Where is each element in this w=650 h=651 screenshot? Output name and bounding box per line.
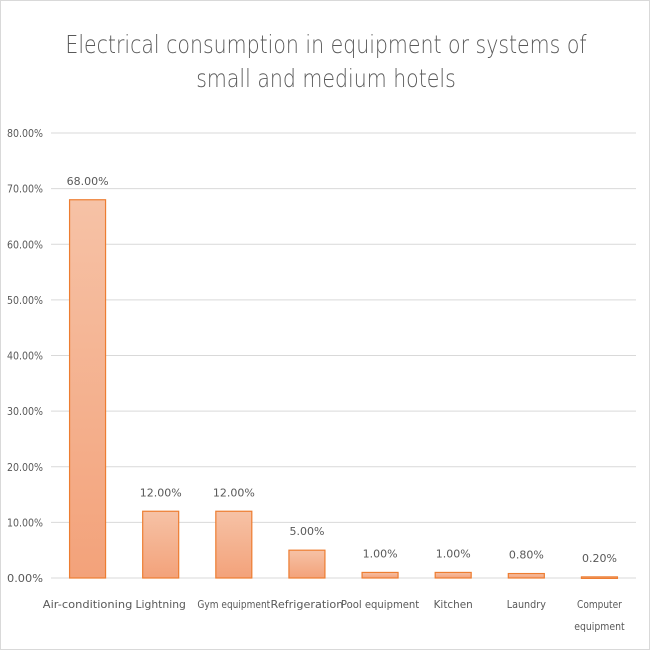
y-tick-label: 20.00% bbox=[7, 462, 43, 474]
chart-title: Electrical consumption in equipment or s… bbox=[60, 28, 593, 96]
bar-refrigeration bbox=[288, 549, 326, 579]
x-tick-label: Laundry bbox=[507, 598, 547, 611]
bar-kitchen bbox=[434, 571, 472, 579]
y-tick-label: 30.00% bbox=[7, 406, 43, 418]
y-tick-label: 60.00% bbox=[7, 239, 43, 251]
bar-laundry bbox=[507, 572, 545, 579]
y-tick-label: 70.00% bbox=[7, 184, 43, 196]
x-tick-label: equipment bbox=[574, 620, 625, 633]
bar-lightning bbox=[142, 510, 180, 579]
data-label: 12.00% bbox=[213, 486, 255, 499]
x-tick-label: Lightning bbox=[135, 598, 185, 611]
x-tick-label: Kitchen bbox=[434, 598, 473, 611]
data-label: 68.00% bbox=[67, 175, 109, 188]
y-tick-label: 50.00% bbox=[7, 295, 43, 307]
x-tick-label: Gym equipment bbox=[197, 598, 270, 611]
data-label: 5.00% bbox=[289, 525, 324, 538]
x-tick-label: Computer bbox=[577, 598, 622, 611]
data-label: 0.20% bbox=[582, 552, 617, 565]
y-tick-label: 0.00% bbox=[7, 573, 43, 585]
bar-gym-equipment bbox=[215, 510, 253, 579]
x-tick-label: Air-conditioning bbox=[43, 598, 133, 611]
y-tick-label: 10.00% bbox=[7, 517, 43, 529]
data-label: 12.00% bbox=[140, 486, 182, 499]
data-label: 0.80% bbox=[509, 549, 544, 562]
bar-air-conditioning bbox=[68, 199, 107, 579]
x-tick-label: Refrigeration bbox=[271, 598, 344, 611]
chart-title-line-1: Electrical consumption in equipment or s… bbox=[65, 30, 587, 59]
y-tick-label: 80.00% bbox=[7, 128, 43, 140]
bar-computer-equipment bbox=[580, 576, 619, 579]
x-tick-label: Pool equipment bbox=[341, 598, 420, 611]
data-label: 1.00% bbox=[436, 547, 471, 560]
y-tick-label: 40.00% bbox=[7, 351, 43, 363]
bar-pool-equipment bbox=[361, 571, 399, 579]
chart-title-line-2: small and medium hotels bbox=[196, 64, 456, 93]
data-label: 1.00% bbox=[363, 547, 398, 560]
